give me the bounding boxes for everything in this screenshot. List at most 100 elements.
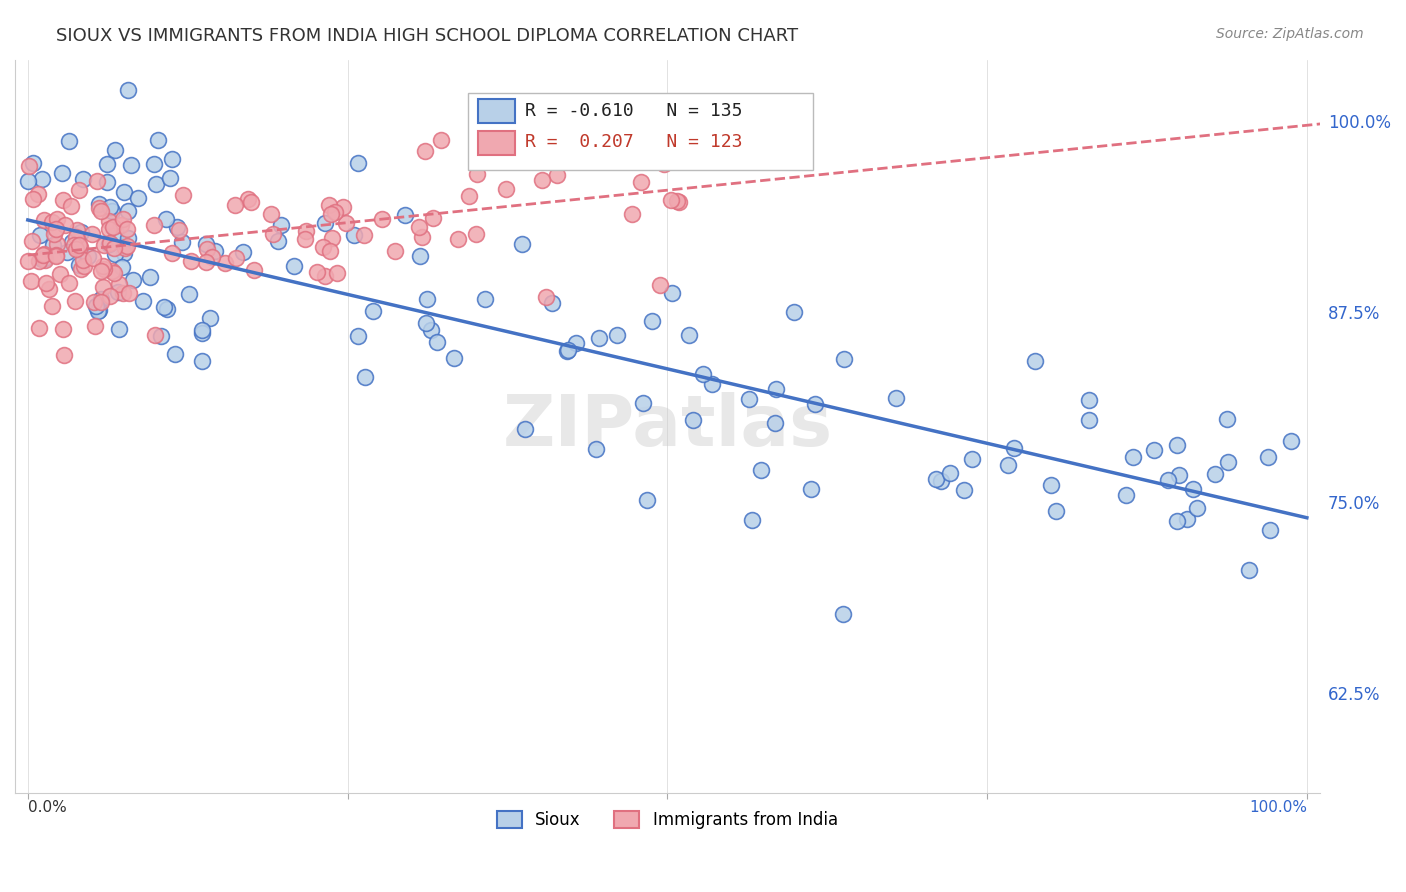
Point	[416, 292, 439, 306]
Point	[63, 238, 86, 252]
Point	[98, 200, 121, 214]
Point	[20, 274, 42, 288]
Point	[354, 370, 377, 384]
Point	[32, 247, 55, 261]
Point	[45, 212, 67, 227]
Point	[682, 412, 704, 426]
Point	[96, 157, 118, 171]
Point	[45, 222, 67, 236]
Point	[28, 253, 51, 268]
Point	[326, 266, 349, 280]
Point	[93, 262, 115, 277]
Point	[42, 237, 65, 252]
Point	[332, 200, 354, 214]
Point	[117, 230, 139, 244]
Point	[177, 287, 200, 301]
Point	[960, 451, 983, 466]
Point	[1216, 455, 1239, 469]
Point	[21, 156, 44, 170]
Point	[236, 192, 259, 206]
Point	[165, 347, 187, 361]
Point	[1024, 354, 1046, 368]
Point	[384, 244, 406, 258]
Point	[243, 262, 266, 277]
Point	[765, 382, 787, 396]
Point	[588, 331, 610, 345]
Point	[115, 238, 138, 252]
Point	[1166, 438, 1188, 452]
Point	[97, 222, 120, 236]
Point	[831, 607, 853, 622]
Point	[283, 259, 305, 273]
Point	[153, 300, 176, 314]
Point	[678, 328, 700, 343]
Point	[83, 295, 105, 310]
Point	[22, 192, 45, 206]
Point	[325, 205, 347, 219]
Point	[31, 252, 53, 266]
Point	[67, 238, 90, 252]
Point	[1168, 468, 1191, 483]
Text: SIOUX VS IMMIGRANTS FROM INDIA HIGH SCHOOL DIPLOMA CORRELATION CHART: SIOUX VS IMMIGRANTS FROM INDIA HIGH SCHO…	[56, 27, 799, 45]
Point	[17, 159, 39, 173]
Point	[17, 254, 39, 268]
Point	[90, 264, 112, 278]
Point	[458, 188, 481, 202]
Point	[65, 242, 87, 256]
Point	[97, 237, 120, 252]
Point	[52, 321, 75, 335]
Point	[160, 246, 183, 260]
FancyBboxPatch shape	[478, 99, 515, 123]
Point	[63, 294, 86, 309]
Point	[84, 318, 107, 333]
Point	[1279, 434, 1302, 448]
Point	[661, 285, 683, 300]
Point	[66, 241, 89, 255]
Point	[101, 204, 124, 219]
Point	[240, 194, 263, 209]
Point	[86, 174, 108, 188]
Point	[38, 282, 60, 296]
Point	[631, 396, 654, 410]
Point	[49, 267, 72, 281]
Point	[100, 289, 122, 303]
Point	[925, 472, 948, 486]
Point	[80, 227, 103, 241]
Point	[87, 304, 110, 318]
Text: ZIPatlas: ZIPatlas	[502, 392, 832, 460]
Point	[262, 227, 284, 241]
Point	[232, 245, 254, 260]
Point	[150, 329, 173, 343]
Text: 100.0%: 100.0%	[1249, 800, 1306, 815]
Point	[100, 235, 122, 250]
Point	[117, 83, 139, 97]
Point	[73, 259, 96, 273]
Point	[1237, 563, 1260, 577]
Point	[69, 225, 91, 239]
Point	[60, 199, 83, 213]
FancyBboxPatch shape	[478, 131, 515, 155]
Point	[34, 251, 56, 265]
Point	[347, 155, 370, 169]
Point	[555, 344, 578, 359]
Point	[97, 214, 120, 228]
Point	[198, 311, 221, 326]
Point	[1166, 514, 1188, 528]
Point	[41, 214, 63, 228]
Point	[832, 351, 855, 366]
Point	[111, 211, 134, 226]
FancyBboxPatch shape	[468, 93, 814, 169]
Point	[1181, 482, 1204, 496]
Point	[1077, 413, 1099, 427]
Point	[90, 295, 112, 310]
Point	[104, 226, 127, 240]
Point	[224, 198, 246, 212]
Point	[314, 216, 336, 230]
Point	[884, 391, 907, 405]
Point	[103, 241, 125, 255]
Point	[630, 175, 652, 189]
Point	[90, 292, 112, 306]
Point	[112, 185, 135, 199]
Point	[546, 168, 568, 182]
Point	[409, 249, 432, 263]
